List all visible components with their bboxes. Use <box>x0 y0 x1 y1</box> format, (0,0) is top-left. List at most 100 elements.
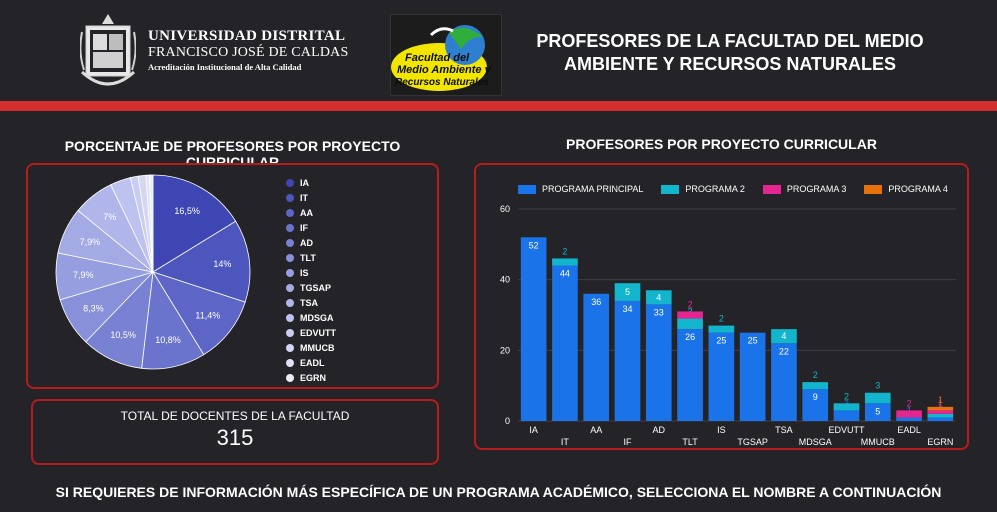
bar-segment-edvutt-2[interactable] <box>833 403 860 411</box>
legend-swatch <box>286 238 294 247</box>
total-value: 315 <box>216 425 254 450</box>
bar-legend: PROGRAMA PRINCIPAL PROGRAMA 2 PROGRAMA 3 PR… <box>518 184 948 194</box>
pie-slice-label: 8,3% <box>83 303 104 313</box>
bar-data-label: 52 <box>529 240 539 250</box>
legend-swatch <box>286 268 294 277</box>
university-name: UNIVERSIDAD DISTRITAL <box>148 28 346 44</box>
bar-legend-item-4[interactable]: PROGRAMA 4 <box>864 184 948 194</box>
bar-segment-egrn-2[interactable] <box>927 413 954 418</box>
x-tick-label: AA <box>590 425 602 435</box>
bar-data-label: 26 <box>685 332 695 342</box>
legend-swatch <box>286 193 294 202</box>
pie-legend: IA IT AA IF AD TLT IS TGSAP TSA MDSGA EDVUTT MMUCB E… <box>286 175 336 385</box>
bar-segment-mdsga-2[interactable] <box>802 382 829 390</box>
bar-data-label: 34 <box>622 304 632 314</box>
bar-segment-tlt-2[interactable] <box>677 318 703 330</box>
pie-legend-item-if[interactable]: IF <box>286 220 336 235</box>
pie-legend-item-egrn[interactable]: EGRN <box>286 370 336 385</box>
bar-data-label: 33 <box>654 307 664 317</box>
pie-legend-item-mmucb[interactable]: MMUCB <box>286 340 336 355</box>
legend-swatch <box>286 373 294 382</box>
pie-legend-item-ia[interactable]: IA <box>286 175 336 190</box>
bar-segment-if-2[interactable] <box>614 283 641 301</box>
bar-segment-mdsga-1[interactable] <box>802 389 829 421</box>
pie-legend-item-tsa[interactable]: TSA <box>286 295 336 310</box>
bar-segment-is-1[interactable] <box>708 332 735 421</box>
pie-legend-item-is[interactable]: IS <box>286 265 336 280</box>
pie-legend-item-tgsap[interactable]: TGSAP <box>286 280 336 295</box>
bar-segment-mmucb-2[interactable] <box>864 392 891 404</box>
legend-label: AA <box>300 207 313 218</box>
bar-segment-eadl-3[interactable] <box>896 410 922 418</box>
bar-segment-egrn-4[interactable] <box>927 406 954 411</box>
bar-chart-title: PROFESORES POR PROYECTO CURRICULAR <box>566 136 877 152</box>
x-tick-label: IT <box>561 437 570 447</box>
pie-chart: 16,5% 14% 11,4% 10,8% 10,5% 8,3% 7,9% 7,9% 7% <box>55 174 251 370</box>
bar-segment-tgsap-1[interactable] <box>739 332 766 421</box>
legend-label: EGRN <box>300 372 327 383</box>
legend-label: MMUCB <box>300 342 335 353</box>
legend-label: PROGRAMA 2 <box>685 184 745 194</box>
pie-legend-item-eadl[interactable]: EADL <box>286 355 336 370</box>
bar-legend-item-2[interactable]: PROGRAMA 2 <box>661 184 745 194</box>
x-tick-label: IF <box>624 437 633 447</box>
total-label: TOTAL DE DOCENTES DE LA FACULTAD <box>120 409 350 423</box>
bar-segment-tlt-3[interactable] <box>677 311 703 319</box>
bar-data-label: 2 <box>844 391 849 401</box>
pie-legend-item-tlt[interactable]: TLT <box>286 250 336 265</box>
legend-label: PROGRAMA PRINCIPAL <box>542 184 644 194</box>
pie-slice-label: 11,4% <box>195 310 220 320</box>
bar-segment-ad-1[interactable] <box>645 304 672 421</box>
legend-swatch <box>286 343 294 352</box>
y-tick-label: 20 <box>500 345 510 355</box>
legend-swatch <box>864 184 883 194</box>
pie-legend-item-ad[interactable]: AD <box>286 235 336 250</box>
legend-label: TSA <box>300 297 318 308</box>
pie-slice-ia[interactable] <box>152 174 237 273</box>
legend-label: EDVUTT <box>300 327 336 338</box>
bar-segment-tsa-1[interactable] <box>771 343 797 421</box>
bar-segment-tlt-1[interactable] <box>677 329 703 421</box>
pie-slice-it[interactable] <box>152 220 251 303</box>
pie-slice-label: 10,8% <box>155 335 181 345</box>
bar-data-label: 36 <box>591 297 601 307</box>
bar-segment-egrn-1[interactable] <box>927 417 954 421</box>
pie-slice-egrn[interactable] <box>148 174 154 273</box>
bar-segment-ia-1[interactable] <box>520 237 547 421</box>
bar-segment-eadl-1[interactable] <box>896 417 922 421</box>
bar-segment-egrn-3[interactable] <box>927 410 954 414</box>
faculty-logo: Facultad del Medio Ambiente y Recursos N… <box>390 14 502 96</box>
pie-slice-label: 10,5% <box>110 330 136 340</box>
bar-data-label: 25 <box>748 336 758 346</box>
pie-chart-panel: 16,5% 14% 11,4% 10,8% 10,5% 8,3% 7,9% 7,9% 7% IA… <box>26 163 439 389</box>
x-tick-label: MMUCB <box>861 437 895 447</box>
pie-legend-item-aa[interactable]: AA <box>286 205 336 220</box>
header-divider <box>0 101 997 111</box>
bar-segment-is-2[interactable] <box>708 325 735 333</box>
bar-legend-item-3[interactable]: PROGRAMA 3 <box>762 184 846 194</box>
bar-data-label: 3 <box>875 381 880 391</box>
bar-segment-mmucb-1[interactable] <box>864 403 891 421</box>
pie-slice-label: 16,5% <box>174 206 200 216</box>
y-tick-label: 40 <box>500 275 510 285</box>
bar-segment-tsa-2[interactable] <box>771 329 797 344</box>
bar-data-label: 4 <box>781 331 786 341</box>
bar-segment-if-1[interactable] <box>614 300 641 421</box>
bar-segment-it-2[interactable] <box>552 258 578 266</box>
bar-segment-ad-2[interactable] <box>645 290 672 305</box>
pie-legend-item-it[interactable]: IT <box>286 190 336 205</box>
pie-slice-aa[interactable] <box>152 271 246 356</box>
bar-segment-edvutt-1[interactable] <box>833 410 860 421</box>
page-title-line1: PROFESORES DE LA FACULTAD DEL MEDIO <box>536 31 924 51</box>
bar-legend-item-1[interactable]: PROGRAMA PRINCIPAL <box>518 184 643 194</box>
university-subtitle: FRANCISCO JOSÉ DE CALDAS <box>148 45 349 60</box>
legend-swatch <box>286 298 294 307</box>
pie-legend-item-edvutt[interactable]: EDVUTT <box>286 325 336 340</box>
x-tick-label: EADL <box>897 425 921 435</box>
legend-swatch <box>286 253 294 262</box>
bar-segment-aa-1[interactable] <box>583 293 610 421</box>
bar-segment-it-1[interactable] <box>552 265 578 421</box>
bar-data-label: 2 <box>688 299 693 309</box>
x-tick-label: EGRN <box>927 437 953 447</box>
pie-legend-item-mdsga[interactable]: MDSGA <box>286 310 336 325</box>
